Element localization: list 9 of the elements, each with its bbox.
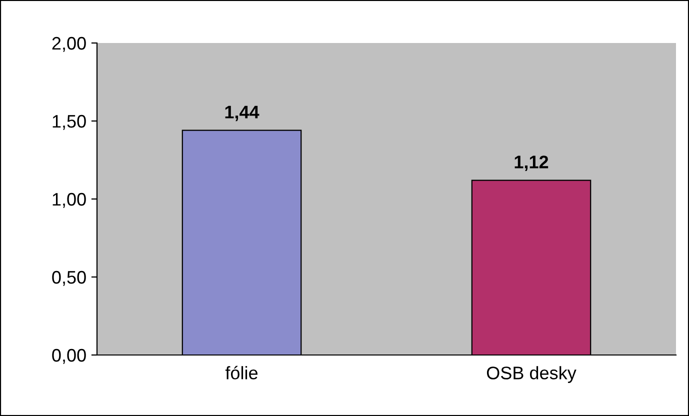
y-tick-label: 2,00: [52, 36, 86, 52]
y-tick-label: 0,50: [52, 270, 86, 286]
data-label: 1,44: [225, 106, 260, 122]
data-label: 1,12: [514, 156, 548, 171]
y-tick-label: 0,00: [52, 348, 86, 364]
x-tick-label: fólie: [225, 366, 258, 380]
y-tick-label: 1,50: [52, 114, 86, 130]
x-tick-label: OSB desky: [486, 366, 576, 383]
y-tick-label: 1,00: [52, 192, 86, 208]
